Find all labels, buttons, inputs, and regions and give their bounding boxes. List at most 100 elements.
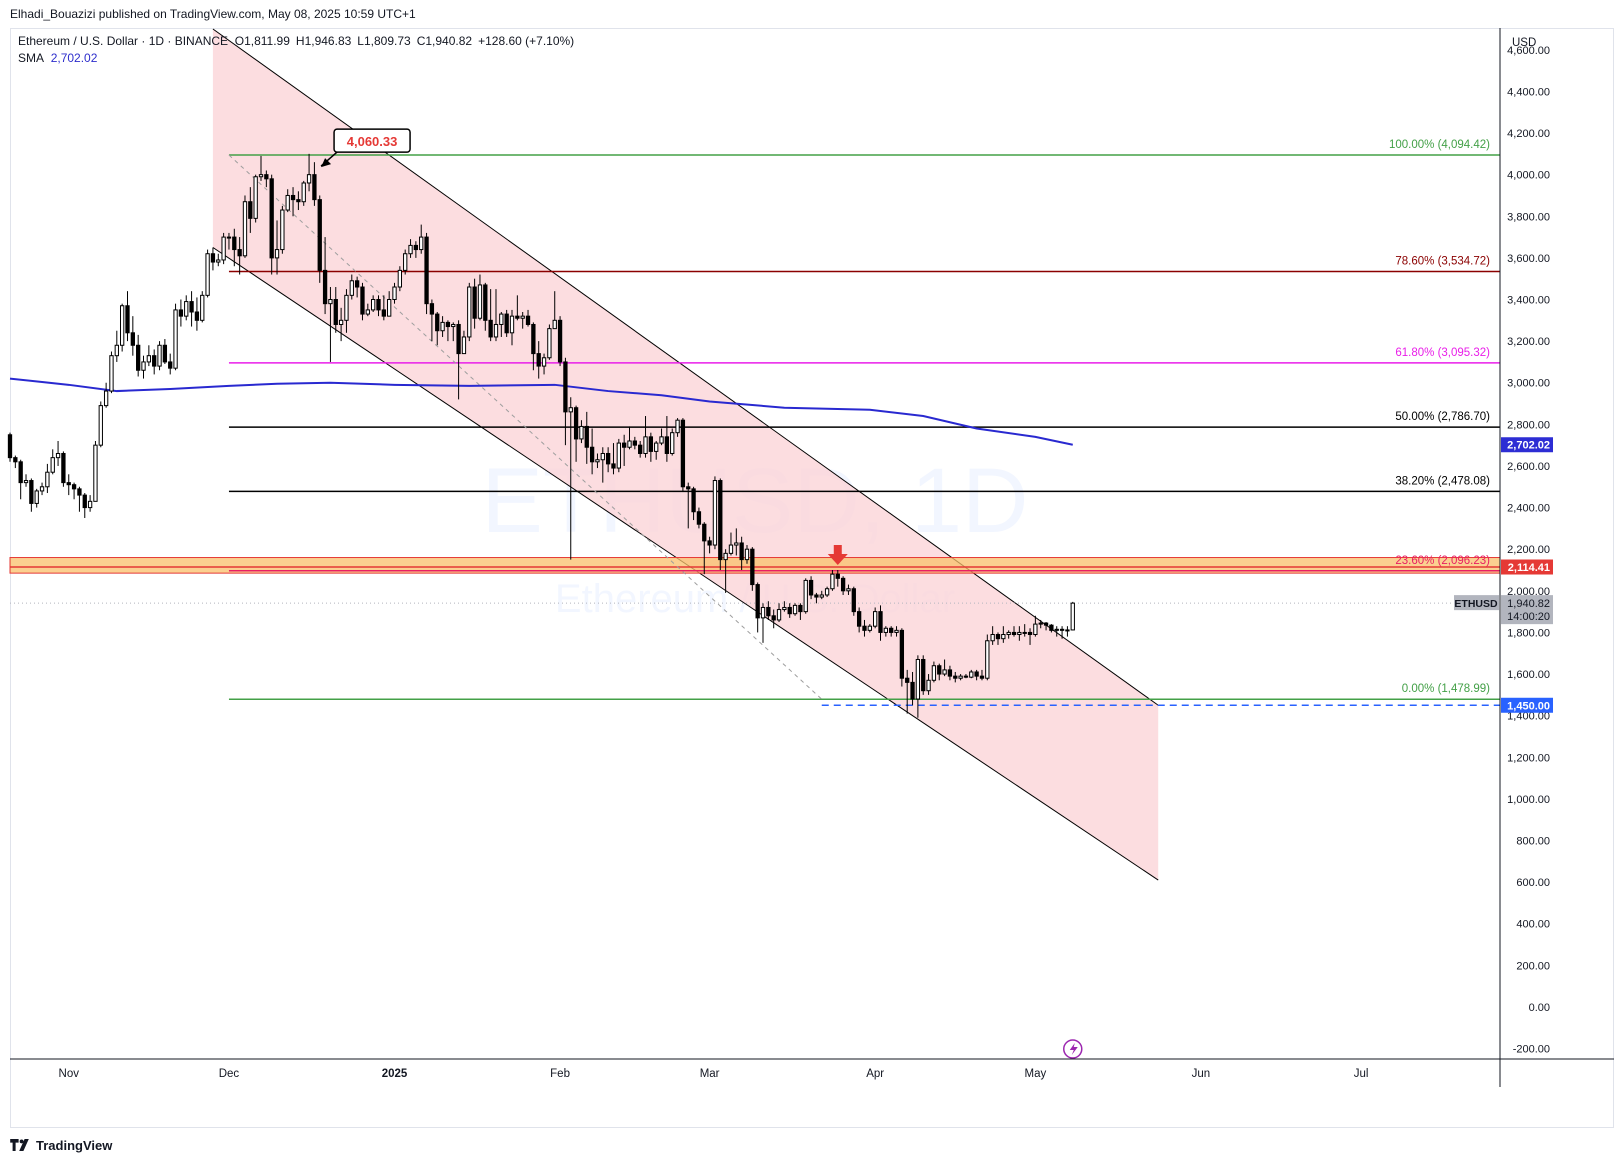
candle [830, 570, 835, 591]
x-tick-label: 2025 [382, 1068, 408, 1080]
candle [862, 619, 867, 637]
ticker-tag[interactable] [1454, 595, 1499, 611]
high-label: H [295, 34, 305, 48]
candle-body [93, 444, 98, 502]
fib-levels[interactable]: 100.00% (4,094.42) 78.60% (3,534.72) 61.80… [9, 139, 1501, 707]
candle [333, 287, 338, 333]
candle [905, 669, 910, 714]
candle [280, 205, 285, 254]
candle-body [344, 294, 349, 321]
candle-body [750, 548, 755, 586]
y-tick-label: 0.00 [1529, 1002, 1550, 1014]
candle-body [387, 299, 392, 317]
candle-body [34, 490, 39, 504]
fib-label: 61.80% (3,095.32) [1395, 347, 1490, 359]
candle-body [200, 294, 205, 321]
lightning-icon[interactable] [1063, 1039, 1083, 1059]
high-value: 1,946.83 [304, 34, 352, 48]
annotations[interactable]: 4,060.33 [320, 128, 1083, 1059]
tradingview-logo-icon [10, 1139, 29, 1151]
sma-line[interactable] [9, 377, 1073, 446]
candle-body [306, 174, 312, 184]
candle [846, 584, 851, 595]
peak-label-box[interactable] [333, 128, 411, 153]
candle-body [264, 174, 269, 180]
candle-body [1001, 634, 1006, 640]
resistance-price-tag[interactable] [1501, 559, 1553, 575]
candle [274, 220, 280, 275]
candle [440, 316, 445, 337]
candle [119, 303, 125, 352]
x-tick-label: Nov [59, 1068, 80, 1080]
candle [1006, 630, 1011, 639]
y-tick-label: 4,200.00 [1507, 128, 1550, 140]
candle-body [109, 355, 114, 392]
candle [376, 295, 381, 317]
candle [942, 659, 947, 677]
candle [1038, 619, 1043, 629]
candle-body [728, 544, 734, 554]
sma-price-tag[interactable] [1501, 437, 1553, 453]
time-axis[interactable]: Nov Dec 2025 Feb Mar Apr May Jun Jul [10, 1058, 1614, 1080]
candle-body [237, 249, 242, 257]
candle-body [942, 669, 947, 675]
candle [419, 224, 424, 254]
candle [258, 155, 264, 181]
candle [317, 195, 322, 283]
candle [456, 320, 461, 400]
candle [45, 463, 50, 494]
candle-body [926, 679, 931, 692]
candle [216, 253, 221, 267]
legend-sma[interactable]: SMA 2,702.02 [18, 51, 97, 65]
candle-body [55, 452, 61, 459]
candle-body [525, 315, 531, 325]
candle-body [739, 542, 744, 561]
footer-brand: TradingView [36, 1137, 113, 1153]
legend-ohlc[interactable]: Ethereum / U.S. Dollar · 1D · BINANCE O1… [18, 34, 574, 48]
candle-body [114, 344, 119, 357]
candle [387, 291, 392, 317]
candle-body [947, 669, 953, 677]
candle [963, 674, 969, 679]
support-price-tag[interactable] [1501, 697, 1553, 713]
candle-body [515, 315, 520, 319]
candle [306, 153, 312, 192]
candle [616, 438, 621, 473]
candle-body [1033, 623, 1038, 636]
y-tick-label: 200.00 [1516, 960, 1550, 972]
candle [413, 241, 419, 258]
candle-body [467, 286, 472, 338]
candle [573, 405, 579, 462]
candle [71, 482, 77, 500]
candle-body [675, 419, 680, 434]
candle-body [328, 299, 333, 305]
candle [643, 416, 648, 458]
candle [520, 311, 525, 329]
candle [824, 586, 830, 598]
candle [851, 586, 856, 616]
candle [1059, 626, 1065, 639]
candle [894, 626, 899, 637]
candle [344, 289, 349, 333]
peak-label: 4,060.33 [347, 134, 398, 149]
candle [979, 669, 985, 681]
candle [718, 478, 723, 571]
candle-body [632, 440, 637, 446]
candle-body [824, 588, 830, 596]
candle-body [349, 280, 354, 296]
candle [34, 488, 39, 508]
chart-frame[interactable] [10, 28, 1614, 1128]
candle [82, 493, 87, 518]
candle-body [963, 675, 969, 678]
candle [648, 432, 654, 462]
footer[interactable]: TradingView [10, 1136, 112, 1154]
candle-body [370, 299, 376, 311]
sma-path[interactable] [9, 377, 1073, 446]
y-tick-label: 2,400.00 [1507, 503, 1550, 515]
candle-body [627, 440, 632, 448]
candle [210, 247, 216, 271]
candle-body [29, 480, 34, 504]
last-price-tag[interactable] [1501, 595, 1553, 625]
